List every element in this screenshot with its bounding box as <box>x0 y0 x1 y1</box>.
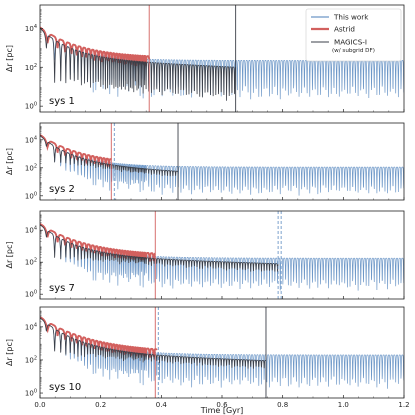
y-tick-label: 104 <box>25 24 37 33</box>
y-tick-base: 10 <box>25 192 34 200</box>
y-tick-base: 10 <box>25 390 34 398</box>
legend-label-2: MAGICS-I <box>334 38 367 47</box>
y-tick-base: 10 <box>25 25 34 33</box>
plot-area <box>40 223 404 291</box>
y-axis-label: Δr [pc] <box>5 148 14 175</box>
y-tick-exp: 4 <box>34 135 37 141</box>
x-tick-label: 0.4 <box>156 401 168 409</box>
y-tick-exp: 2 <box>34 355 37 361</box>
y-tick-label: 102 <box>25 258 37 267</box>
y-tick-base: 10 <box>25 164 34 172</box>
x-tick-label: 1.2 <box>398 401 409 409</box>
y-tick-base: 10 <box>25 136 34 144</box>
series-magics-line <box>40 135 179 177</box>
y-tick-base: 10 <box>25 323 34 331</box>
y-tick-label: 102 <box>25 163 37 172</box>
y-tick-base: 10 <box>25 227 34 235</box>
y-tick-exp: 4 <box>34 226 37 232</box>
system-label: sys 10 <box>49 382 81 393</box>
series-astrid-line <box>40 134 113 167</box>
y-axis-label: Δr [pc] <box>5 45 14 72</box>
y-tick-exp: 0 <box>34 102 37 108</box>
y-tick-label: 104 <box>25 135 37 144</box>
plot-area <box>40 134 404 196</box>
series-this-work-line <box>40 224 404 291</box>
y-tick-label: 100 <box>25 191 37 200</box>
y-tick-base: 10 <box>25 356 34 364</box>
legend: This work Astrid MAGICS-I(w/ subgrid DF) <box>305 8 402 62</box>
y-tick-base: 10 <box>25 259 34 267</box>
x-tick-label: 0.6 <box>216 401 228 409</box>
system-label: sys 2 <box>49 184 75 195</box>
panel-frame <box>39 210 405 300</box>
y-tick-exp: 4 <box>34 24 37 30</box>
y-tick-label: 100 <box>25 290 37 299</box>
legend-sublabel-2: (w/ subgrid DF) <box>332 48 375 54</box>
x-tick-label: 0.8 <box>277 401 288 409</box>
legend-label-1: Astrid <box>334 25 355 34</box>
y-tick-label: 100 <box>25 389 37 398</box>
system-label: sys 1 <box>49 96 75 107</box>
x-axis-label: Time [Gyr] <box>200 406 244 415</box>
y-tick-base: 10 <box>25 64 34 72</box>
plot-area <box>40 316 404 389</box>
y-tick-label: 100 <box>25 102 37 111</box>
y-tick-label: 104 <box>25 322 37 331</box>
y-tick-label: 102 <box>25 63 37 72</box>
series-astrid-line <box>40 26 151 67</box>
y-axis-label: Δr [pc] <box>5 241 14 268</box>
y-tick-exp: 2 <box>34 258 37 264</box>
y-tick-base: 10 <box>25 291 34 299</box>
legend-box <box>305 8 402 62</box>
y-tick-exp: 2 <box>34 63 37 69</box>
y-tick-label: 104 <box>25 226 37 235</box>
series-magics-line <box>40 317 267 369</box>
y-tick-exp: 0 <box>34 389 37 395</box>
series-magics-line <box>40 28 236 101</box>
x-tick-label: 0.2 <box>95 401 106 409</box>
x-tick-label: 1.0 <box>338 401 349 409</box>
series-this-work-line <box>40 317 404 389</box>
legend-label-0: This work <box>333 13 369 22</box>
series-this-work-line <box>40 135 404 196</box>
series-astrid-line <box>40 316 158 358</box>
system-label: sys 7 <box>49 283 75 294</box>
y-tick-base: 10 <box>25 103 34 111</box>
panel-frame <box>39 306 405 399</box>
x-tick-label: 0.0 <box>34 401 45 409</box>
y-tick-exp: 0 <box>34 290 37 296</box>
y-axis-label: Δr [pc] <box>5 339 14 366</box>
y-tick-exp: 4 <box>34 322 37 328</box>
y-tick-label: 102 <box>25 355 37 364</box>
series-magics-line <box>40 224 279 273</box>
series-astrid-line <box>40 223 156 262</box>
y-tick-exp: 0 <box>34 191 37 197</box>
y-tick-exp: 2 <box>34 163 37 169</box>
